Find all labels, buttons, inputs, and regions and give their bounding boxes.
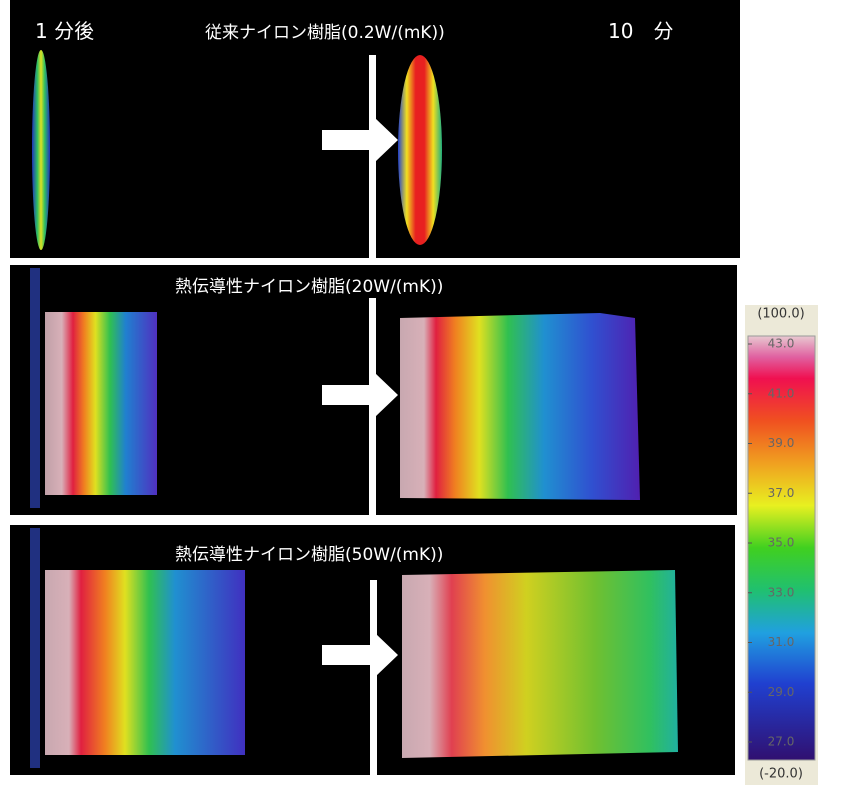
divider [369,298,376,515]
panel-row: 熱伝導性ナイロン樹脂(50W/(mK)) [10,525,735,775]
heat-blob [402,570,678,758]
thermal-figure: 1 分後 従来ナイロン樹脂(0.2W/(mK)) 10 分 熱伝導性ナイロン樹脂… [0,0,843,789]
divider [369,55,376,258]
divider [370,580,377,775]
scale-label: 43.0 [768,337,795,351]
heat-blob [30,528,40,768]
heat-blob [30,268,40,508]
panel-row: 熱伝導性ナイロン樹脂(20W/(mK)) [10,265,737,515]
scale-label: 35.0 [768,536,795,550]
heat-blob [32,50,50,250]
scale-label: 39.0 [768,436,795,450]
scale-min: (-20.0) [759,767,803,782]
scale-label: 27.0 [768,735,795,749]
heat-blob [400,313,640,500]
heat-blob [45,570,245,755]
scale-label: 31.0 [768,635,795,649]
scale-label: 37.0 [768,486,795,500]
scale-label: 29.0 [768,685,795,699]
panel-row: 1 分後 従来ナイロン樹脂(0.2W/(mK)) 10 分 [10,0,740,258]
row-title: 熱伝導性ナイロン樹脂(50W/(mK)) [175,545,443,565]
time-label: 10 分 [608,19,673,43]
scale-label: 33.0 [768,585,795,599]
heat-blob [398,55,442,245]
row-title: 従来ナイロン樹脂(0.2W/(mK)) [205,23,445,43]
scale-max: (100.0) [757,307,804,322]
time-label: 1 分後 [35,19,94,43]
heat-blob [45,312,157,495]
color-scale: (100.0) (-20.0) 43.0 41.0 39.0 37.0 35.0 33.0… [745,305,818,785]
row-title: 熱伝導性ナイロン樹脂(20W/(mK)) [175,277,443,297]
scale-label: 41.0 [768,386,795,400]
